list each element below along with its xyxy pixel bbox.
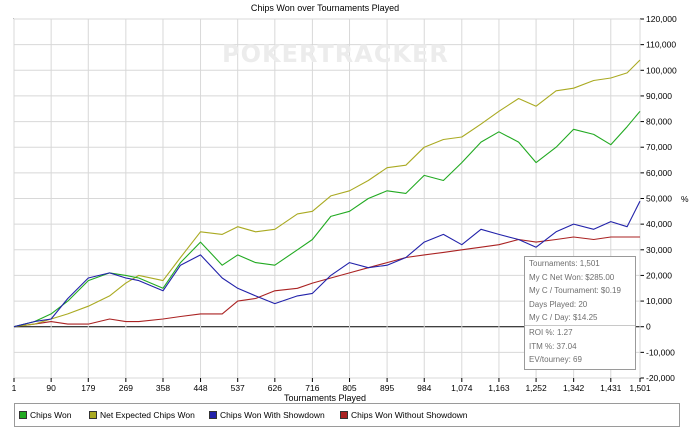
stat-roi: ROI %: 1.27 xyxy=(525,324,635,340)
legend-swatch-net-expected xyxy=(89,411,97,419)
x-tick-label: 90 xyxy=(46,383,56,393)
series-line-chips-won-without-showdown xyxy=(13,236,640,328)
y-tick-label: 80,000 xyxy=(646,117,672,127)
legend-label-net-expected: Net Expected Chips Won xyxy=(100,410,195,420)
x-tick-label: 358 xyxy=(156,383,170,393)
legend-label-without-showdown: Chips Won Without Showdown xyxy=(351,410,468,420)
y-tick-label: 100,000 xyxy=(646,65,677,75)
chart-title: Chips Won over Tournaments Played xyxy=(250,3,400,13)
x-tick-label: 448 xyxy=(193,383,207,393)
stat-net-won: My C Net Won: $285.00 xyxy=(529,272,615,282)
x-tick-label: 805 xyxy=(342,383,356,393)
stat-per-day: My C / Day: $14.25 xyxy=(529,313,598,323)
stat-ev-tourney: EV/tourney: 69 xyxy=(529,355,582,365)
x-tick-label: 716 xyxy=(305,383,319,393)
legend: Chips Won Net Expected Chips Won Chips W… xyxy=(14,403,680,427)
y-tick-label: -10,000 xyxy=(646,347,675,357)
x-tick-label: 1,501 xyxy=(629,383,651,393)
x-tick-label: 1,431 xyxy=(600,383,622,393)
x-tick-label: 626 xyxy=(268,383,282,393)
legend-swatch-with-showdown xyxy=(209,411,217,419)
legend-swatch-chips-won xyxy=(19,411,27,419)
series-line-chips-won-with-showdown xyxy=(13,200,641,328)
x-axis-title: Tournaments Played xyxy=(283,393,367,403)
y-tick-label: -20,000 xyxy=(646,373,675,383)
legend-label-with-showdown: Chips Won With Showdown xyxy=(220,410,325,420)
x-tick-label: 179 xyxy=(81,383,95,393)
series-line-net-expected-chips-won xyxy=(13,59,641,328)
y-tick-label: 50,000 xyxy=(646,194,672,204)
stat-per-tournament: My C / Tournament: $0.19 xyxy=(529,286,621,296)
legend-item-chips-won[interactable]: Chips Won xyxy=(19,410,71,420)
y-tick-label: 30,000 xyxy=(646,245,672,255)
y-tick-label: 60,000 xyxy=(646,168,672,178)
legend-item-with-showdown[interactable]: Chips Won With Showdown xyxy=(209,410,325,420)
x-tick-label: 1 xyxy=(12,383,17,393)
stat-tournaments: Tournaments: 1,501 xyxy=(529,259,600,268)
stats-panel: Tournaments: 1,501 My C Net Won: $285.00… xyxy=(524,256,636,370)
y-tick-label: 20,000 xyxy=(646,270,672,280)
y-tick-label: 70,000 xyxy=(646,142,672,152)
legend-item-net-expected[interactable]: Net Expected Chips Won xyxy=(89,410,195,420)
x-tick-label: 537 xyxy=(231,383,245,393)
y-unit-label: % xyxy=(681,194,689,204)
x-tick-label: 984 xyxy=(417,383,431,393)
x-tick-label: 1,074 xyxy=(451,383,473,393)
x-tick-label: 1,252 xyxy=(525,383,547,393)
y-tick-label: 40,000 xyxy=(646,219,672,229)
x-tick-label: 895 xyxy=(380,383,394,393)
y-tick-label: 90,000 xyxy=(646,91,672,101)
y-tick-label: 110,000 xyxy=(646,40,676,50)
y-tick-label: 10,000 xyxy=(646,296,672,306)
legend-swatch-without-showdown xyxy=(340,411,348,419)
x-tick-label: 1,342 xyxy=(563,383,585,393)
stat-itm: ITM %: 37.04 xyxy=(529,341,577,351)
legend-item-without-showdown[interactable]: Chips Won Without Showdown xyxy=(340,410,468,420)
x-tick-label: 269 xyxy=(119,383,133,393)
series-line-chips-won xyxy=(13,110,641,328)
stat-days-played: Days Played: 20 xyxy=(529,299,588,309)
legend-label-chips-won: Chips Won xyxy=(30,410,72,420)
y-tick-label: 120,000 xyxy=(646,14,677,24)
y-tick-label: 0 xyxy=(646,322,651,332)
x-tick-label: 1,163 xyxy=(488,383,510,393)
